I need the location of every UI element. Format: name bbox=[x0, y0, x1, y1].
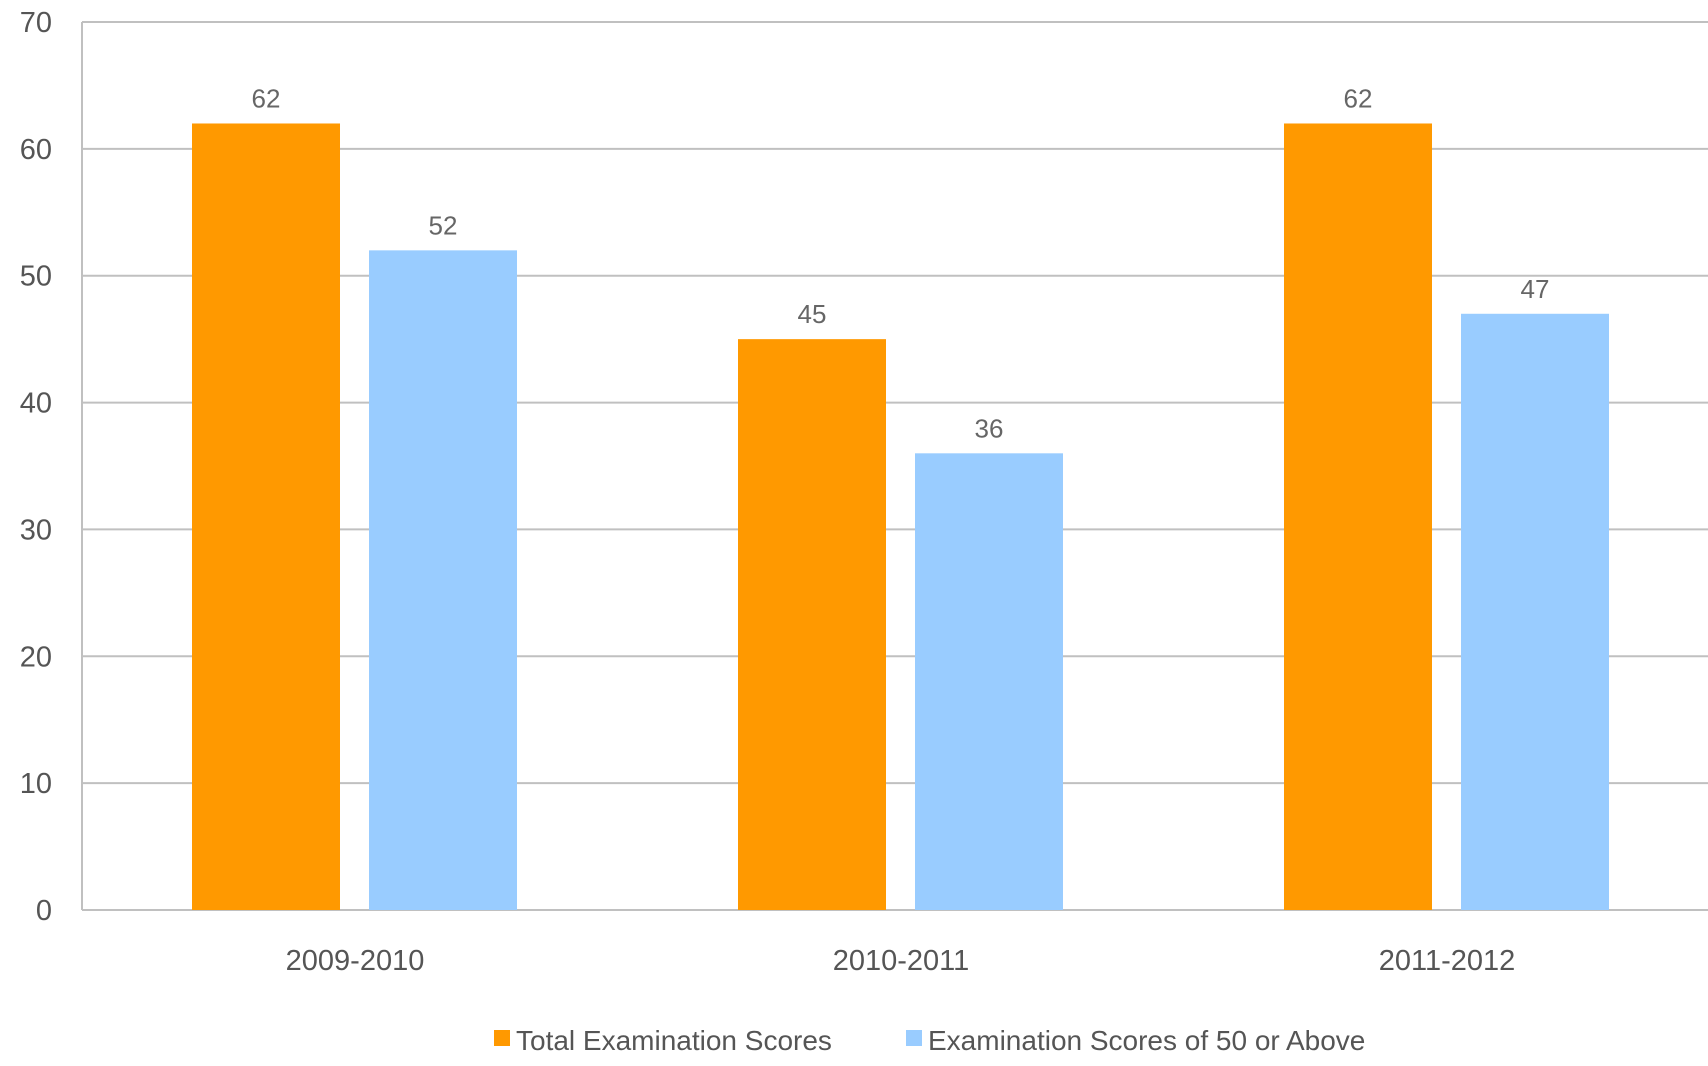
y-tick-label: 70 bbox=[20, 7, 52, 39]
legend-label-total: Total Examination Scores bbox=[516, 1025, 832, 1056]
y-tick-label: 50 bbox=[20, 261, 52, 293]
y-tick-label: 10 bbox=[20, 768, 52, 800]
y-tick-label: 20 bbox=[20, 641, 52, 673]
y-axis-ticks: 0 10 20 30 40 50 60 70 bbox=[20, 7, 52, 927]
y-tick-label: 60 bbox=[20, 134, 52, 166]
legend-label-fifty-or-above: Examination Scores of 50 or Above bbox=[928, 1025, 1365, 1056]
bars bbox=[192, 123, 1609, 911]
bar-fifty-or-above-2010-2011 bbox=[915, 453, 1063, 910]
bar-total-2010-2011 bbox=[738, 339, 886, 911]
y-tick-label: 0 bbox=[36, 895, 52, 927]
data-label: 47 bbox=[1521, 274, 1550, 304]
data-label: 62 bbox=[1344, 83, 1373, 113]
bar-fifty-or-above-2011-2012 bbox=[1461, 313, 1609, 910]
y-tick-label: 30 bbox=[20, 514, 52, 546]
x-category-label: 2010-2011 bbox=[833, 945, 970, 977]
legend: Total Examination Scores Examination Scor… bbox=[494, 1025, 1365, 1056]
data-labels: 62 52 45 36 62 47 bbox=[252, 83, 1550, 443]
data-label: 36 bbox=[975, 413, 1004, 443]
data-label: 62 bbox=[252, 83, 281, 113]
gridlines bbox=[81, 21, 1708, 911]
data-label: 52 bbox=[429, 210, 458, 240]
legend-swatch-fifty-or-above bbox=[906, 1030, 922, 1046]
y-tick-label: 40 bbox=[20, 388, 52, 420]
legend-swatch-total bbox=[494, 1030, 510, 1046]
bar-total-2009-2010 bbox=[192, 123, 340, 910]
x-axis-categories: 2009-2010 2010-2011 2011-2012 bbox=[286, 945, 1516, 977]
data-label: 45 bbox=[798, 299, 827, 329]
x-category-label: 2011-2012 bbox=[1379, 945, 1516, 977]
bar-total-2011-2012 bbox=[1284, 123, 1432, 910]
x-category-label: 2009-2010 bbox=[286, 945, 425, 977]
bar-fifty-or-above-2009-2010 bbox=[369, 250, 517, 911]
